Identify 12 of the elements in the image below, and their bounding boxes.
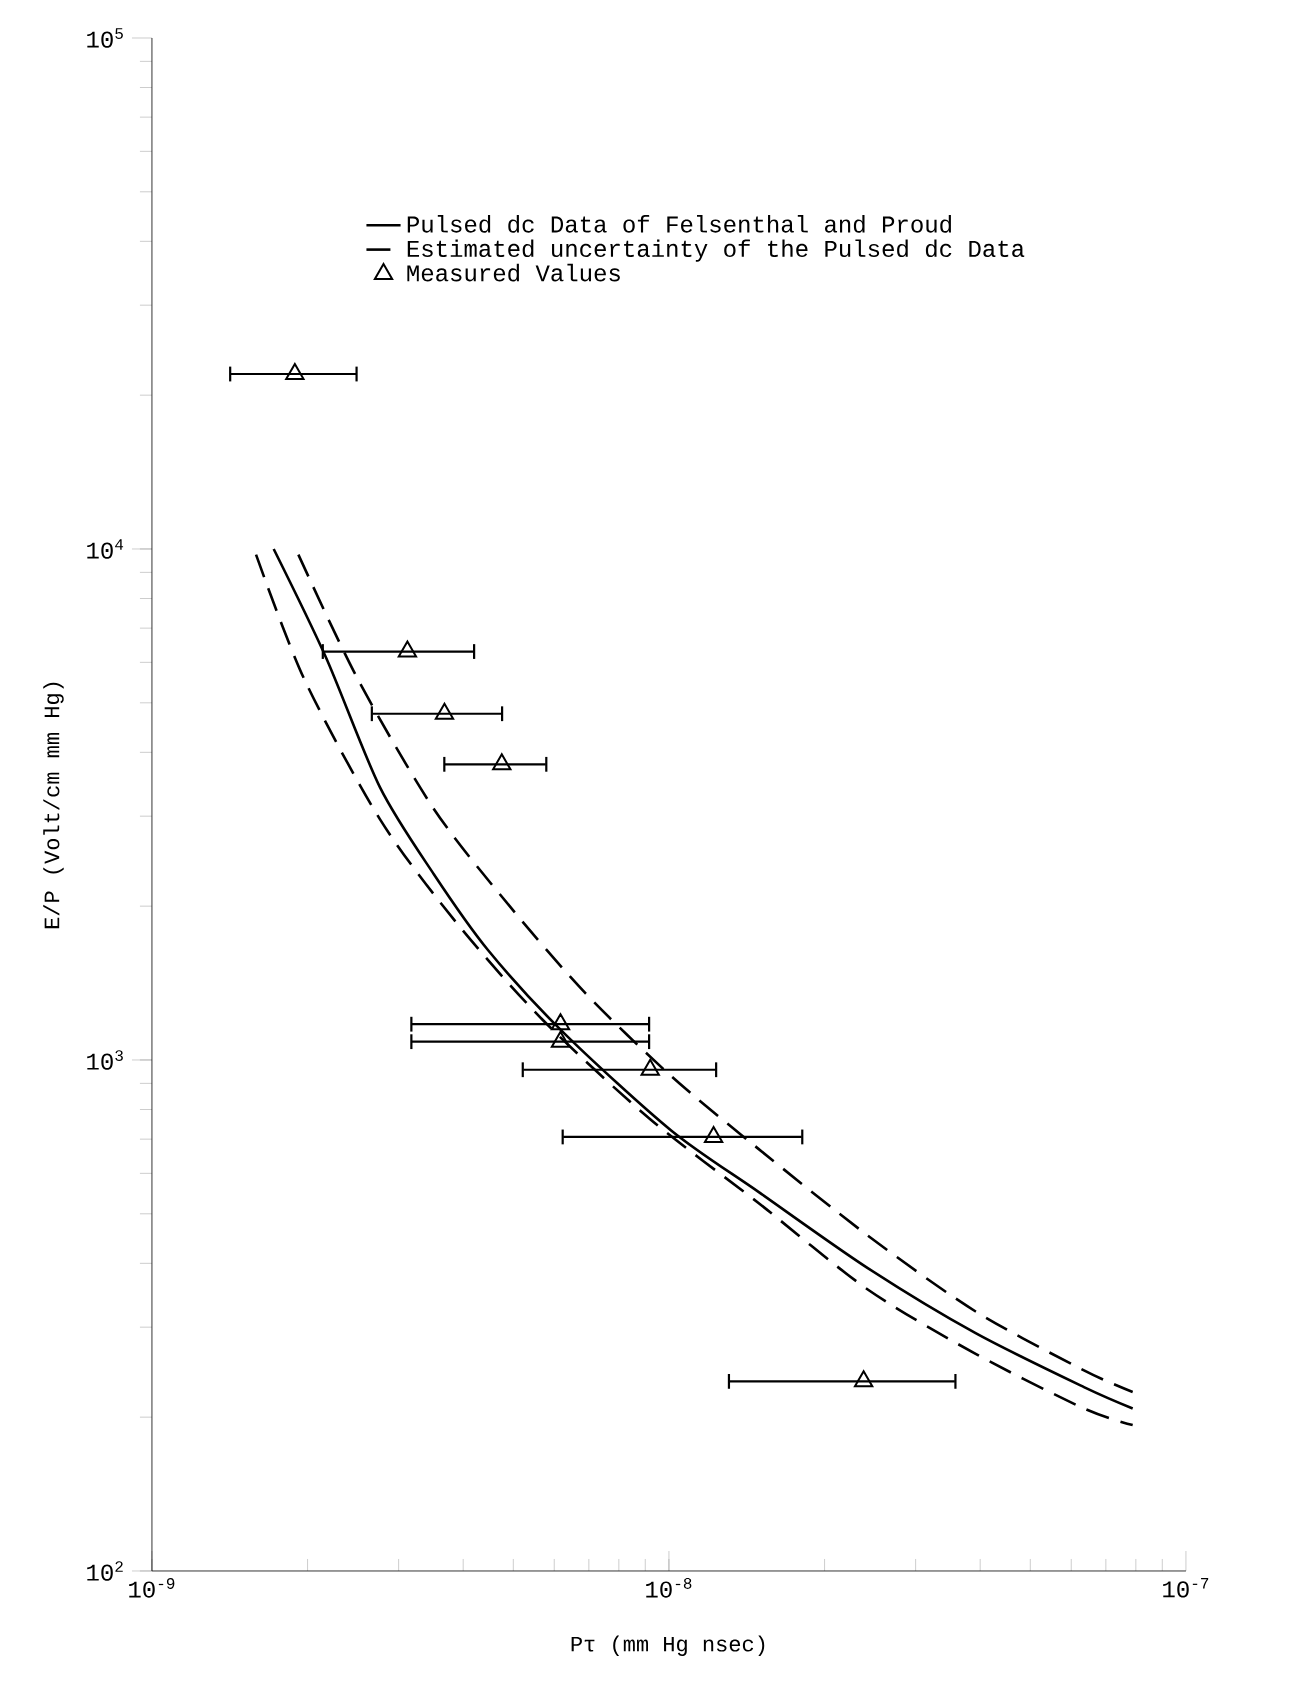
legend-label: Estimated uncertainty of the Pulsed dc Data (407, 239, 1025, 262)
y-tick-label: 10$^{3}$ (87, 1050, 123, 1070)
legend-label: Measured Values (407, 263, 620, 282)
x-tick-label: 10$^{-7}$ (1163, 1578, 1209, 1598)
x-tick-label: 10$^{-8}$ (646, 1578, 692, 1598)
legend-label: Pulsed dc Data of Felsenthal and Proud (407, 215, 951, 233)
x-axis-title: Pτ (mm Hg nsec) (571, 1635, 765, 1656)
y-tick-label: 10$^{2}$ (87, 1561, 123, 1581)
x-tick-label: 10$^{-9}$ (129, 1578, 175, 1598)
y-tick-label: 10$^{5}$ (87, 28, 123, 48)
y-axis-title: E/P (Volt/cm mm Hg) (43, 682, 64, 929)
y-tick-label: 10$^{4}$ (87, 539, 124, 559)
